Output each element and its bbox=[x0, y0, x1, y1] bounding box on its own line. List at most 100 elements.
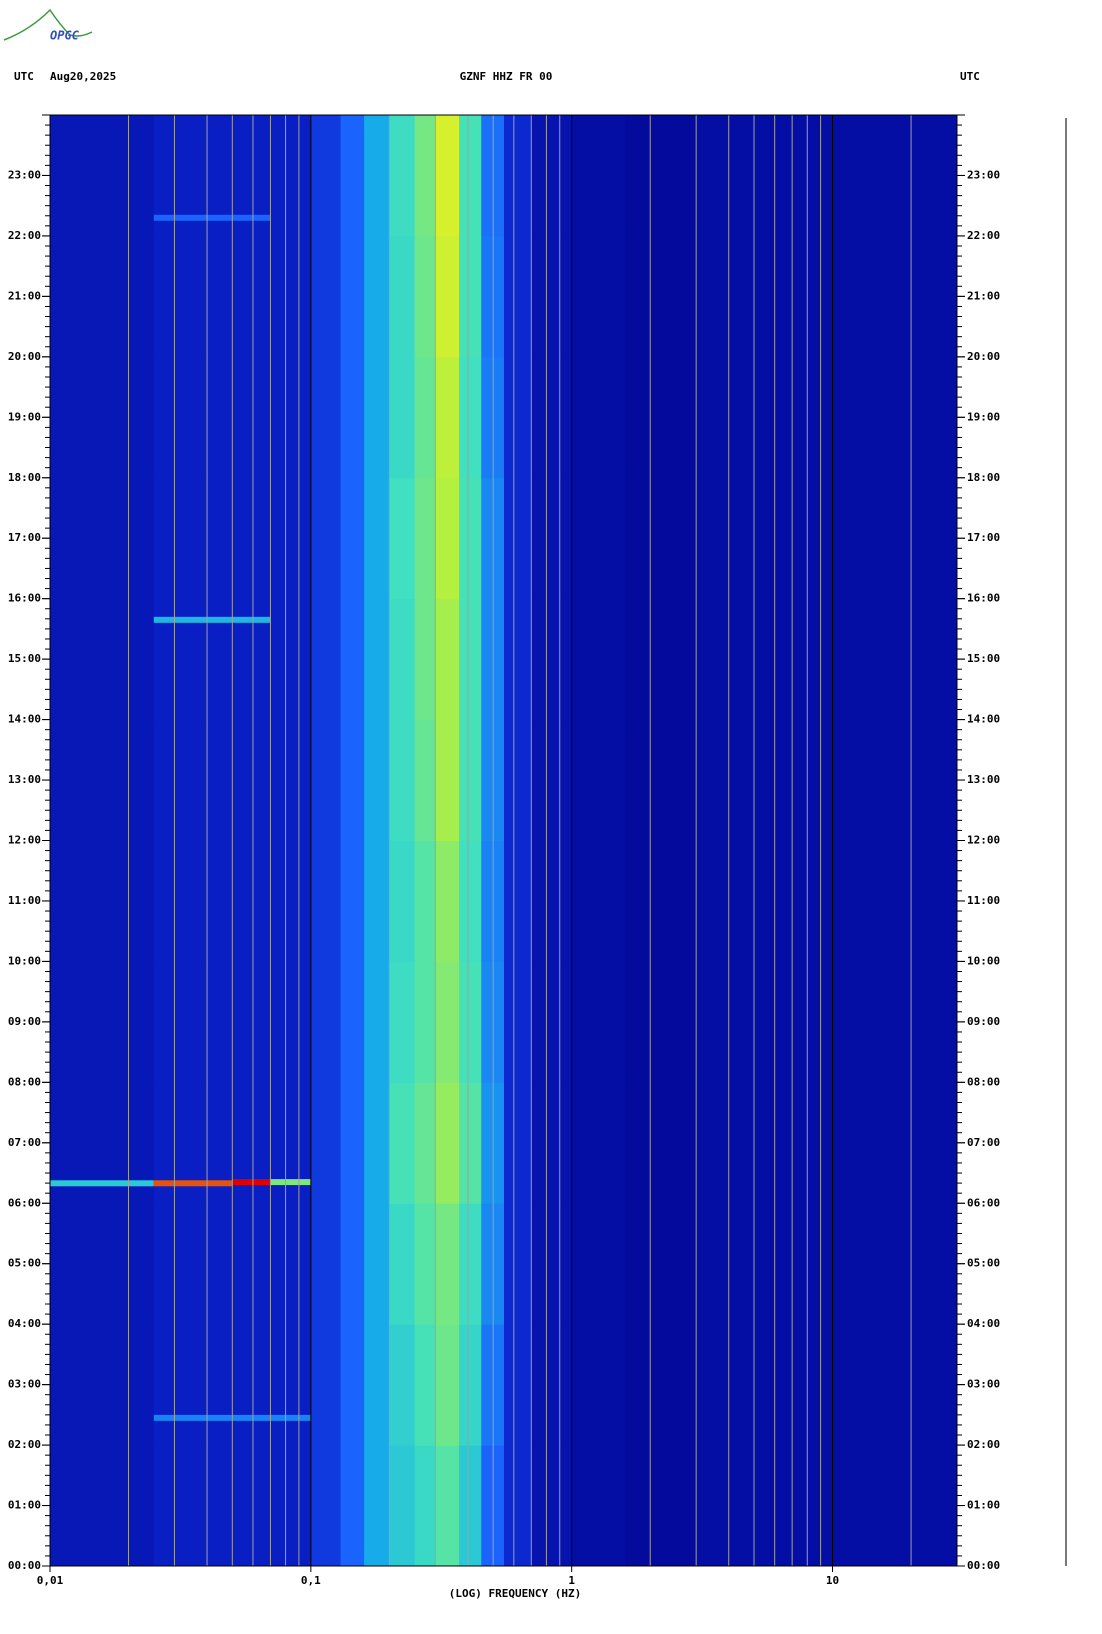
cell bbox=[531, 115, 573, 237]
y-tick-label: 20:00 bbox=[8, 350, 41, 363]
cell bbox=[278, 840, 312, 962]
y-tick-label: 10:00 bbox=[8, 954, 41, 967]
cell bbox=[340, 477, 365, 600]
cell bbox=[531, 1203, 573, 1325]
y-tick-label: 00:00 bbox=[8, 1559, 41, 1572]
cell bbox=[232, 477, 279, 600]
y-tick-label-right: 19:00 bbox=[967, 410, 1000, 423]
y-tick-label-right: 18:00 bbox=[967, 471, 1000, 484]
cell bbox=[624, 961, 697, 1083]
cell bbox=[340, 356, 365, 479]
y-tick-label-right: 11:00 bbox=[967, 894, 1000, 907]
y-tick-label-right: 06:00 bbox=[967, 1196, 1000, 1209]
cell bbox=[531, 840, 573, 962]
logo-mark bbox=[3, 8, 93, 41]
cell bbox=[232, 356, 279, 479]
cell bbox=[310, 1082, 342, 1204]
cell bbox=[435, 356, 460, 479]
cell bbox=[278, 1082, 312, 1204]
cell bbox=[531, 961, 573, 1083]
cell bbox=[310, 719, 342, 841]
cell bbox=[153, 235, 233, 358]
cell bbox=[310, 598, 342, 721]
cell bbox=[571, 235, 626, 358]
cell bbox=[571, 719, 626, 841]
cell bbox=[364, 719, 390, 841]
cell bbox=[50, 477, 155, 600]
y-tick-label: 01:00 bbox=[8, 1499, 41, 1512]
y-tick-label-right: 23:00 bbox=[967, 168, 1000, 181]
cell bbox=[624, 1082, 697, 1204]
cell bbox=[340, 840, 365, 962]
cell bbox=[531, 598, 573, 721]
cell bbox=[459, 1203, 482, 1325]
y-tick-label-right: 17:00 bbox=[967, 531, 1000, 544]
cell bbox=[153, 719, 233, 841]
cell bbox=[389, 115, 416, 237]
cell bbox=[571, 961, 626, 1083]
y-tick-label-right: 14:00 bbox=[967, 713, 1000, 726]
cell bbox=[364, 356, 390, 479]
cell bbox=[531, 235, 573, 358]
cell bbox=[310, 840, 342, 962]
cell bbox=[696, 477, 958, 600]
y-tick-label-right: 13:00 bbox=[967, 773, 1000, 786]
cell bbox=[232, 1203, 279, 1325]
cell bbox=[310, 115, 342, 237]
cell bbox=[232, 1324, 279, 1446]
cell bbox=[624, 598, 697, 721]
cell bbox=[435, 1203, 460, 1325]
cell bbox=[414, 1445, 436, 1567]
cell bbox=[571, 1203, 626, 1325]
cell bbox=[340, 1324, 365, 1446]
cell bbox=[435, 477, 460, 600]
cell bbox=[389, 1445, 416, 1567]
y-tick-label: 05:00 bbox=[8, 1257, 41, 1270]
cell bbox=[340, 235, 365, 358]
y-tick-label: 22:00 bbox=[8, 229, 41, 242]
cell bbox=[278, 356, 312, 479]
y-tick-label-right: 08:00 bbox=[967, 1075, 1000, 1088]
cell bbox=[503, 1445, 532, 1567]
cell bbox=[340, 598, 365, 721]
cell bbox=[364, 115, 390, 237]
event bbox=[153, 616, 271, 623]
cell bbox=[503, 961, 532, 1083]
cell bbox=[278, 719, 312, 841]
cell bbox=[310, 961, 342, 1083]
cell bbox=[310, 356, 342, 479]
y-tick-label: 03:00 bbox=[8, 1378, 41, 1391]
cell bbox=[696, 1203, 958, 1325]
x-tick-label: 1 bbox=[568, 1574, 575, 1587]
y-tick-label: 21:00 bbox=[8, 289, 41, 302]
cell bbox=[414, 1203, 436, 1325]
cell bbox=[435, 719, 460, 841]
cell bbox=[531, 477, 573, 600]
cell bbox=[153, 1445, 233, 1567]
cell bbox=[389, 1203, 416, 1325]
cell bbox=[389, 477, 416, 600]
cell bbox=[389, 1324, 416, 1446]
cell bbox=[571, 598, 626, 721]
event bbox=[232, 1179, 271, 1186]
cell bbox=[50, 235, 155, 358]
cell bbox=[364, 477, 390, 600]
y-tick-label-right: 10:00 bbox=[967, 954, 1000, 967]
cell bbox=[364, 1082, 390, 1204]
cell bbox=[459, 356, 482, 479]
y-tick-label: 19:00 bbox=[8, 410, 41, 423]
cell bbox=[232, 961, 279, 1083]
y-tick-label: 23:00 bbox=[8, 168, 41, 181]
cell bbox=[232, 1082, 279, 1204]
header-right: UTC bbox=[960, 70, 980, 83]
cell bbox=[50, 1445, 155, 1567]
cell bbox=[624, 477, 697, 600]
y-tick-label-right: 09:00 bbox=[967, 1015, 1000, 1028]
y-tick-label: 15:00 bbox=[8, 652, 41, 665]
cell bbox=[50, 598, 155, 721]
y-tick-label-right: 15:00 bbox=[967, 652, 1000, 665]
cell bbox=[696, 1445, 958, 1567]
cell bbox=[50, 1324, 155, 1446]
cell bbox=[414, 719, 436, 841]
cell bbox=[278, 1324, 312, 1446]
